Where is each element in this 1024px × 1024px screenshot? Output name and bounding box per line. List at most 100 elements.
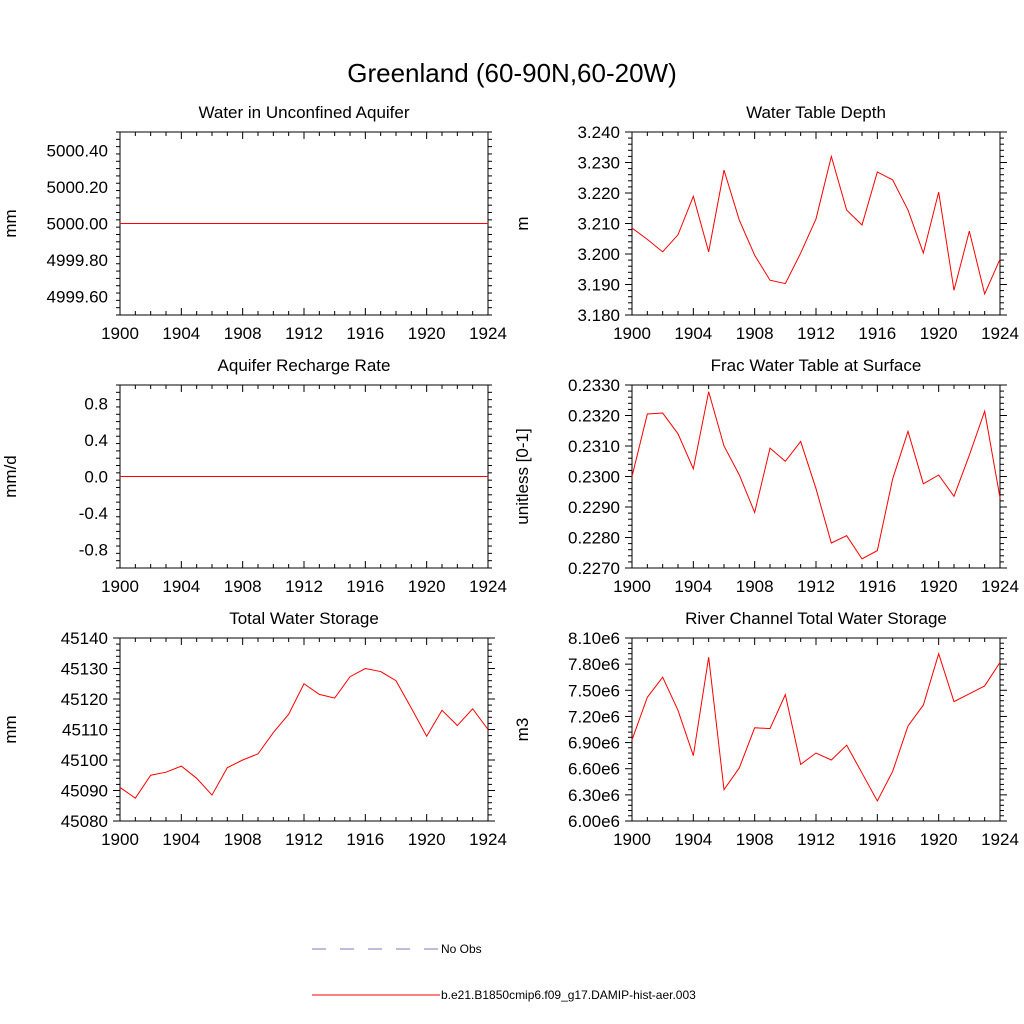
y-tick-label: 5000.00 <box>47 215 108 234</box>
x-tick-label: 1924 <box>469 324 507 343</box>
y-tick-label: 0.8 <box>84 394 108 413</box>
panel-river-channel-total-water-storage: River Channel Total Water Storage m3 1900 1… <box>513 609 1019 849</box>
x-tick-label: 1908 <box>224 830 262 849</box>
y-tick-label: 45130 <box>61 660 108 679</box>
y-axis-label: mm/d <box>1 455 20 498</box>
x-tick-label: 1916 <box>858 324 896 343</box>
x-tick-label: 1916 <box>858 577 896 596</box>
x-tick-label: 1908 <box>736 324 774 343</box>
y-axis-label: m3 <box>513 718 532 742</box>
figure-title: Greenland (60-90N,60-20W) <box>347 58 677 88</box>
x-tick-label: 1920 <box>408 577 446 596</box>
y-tick-label: 8.10e6 <box>568 629 620 648</box>
x-tick-label: 1900 <box>101 830 139 849</box>
x-tick-label: 1916 <box>858 830 896 849</box>
panel-title: Water Table Depth <box>746 103 886 122</box>
x-tick-label: 1904 <box>162 324 200 343</box>
series-line <box>631 651 1001 803</box>
y-tick-label: -0.8 <box>79 541 108 560</box>
y-tick-label: 4999.60 <box>47 288 108 307</box>
y-tick-label: 4999.80 <box>47 251 108 270</box>
y-tick-label: 3.220 <box>577 184 620 203</box>
x-tick-label: 1908 <box>224 577 262 596</box>
x-tick-label: 1900 <box>101 577 139 596</box>
x-tick-label: 1916 <box>346 830 384 849</box>
panel-title: Frac Water Table at Surface <box>711 356 922 375</box>
y-tick-label: 0.2310 <box>568 437 620 456</box>
plot-frame <box>119 637 489 822</box>
y-tick-label: 3.190 <box>577 276 620 295</box>
panel-title: Water in Unconfined Aquifer <box>198 103 409 122</box>
x-tick-label: 1920 <box>408 830 446 849</box>
y-tick-label: 3.230 <box>577 154 620 173</box>
x-tick-label: 1924 <box>469 830 507 849</box>
y-tick-label: 7.80e6 <box>568 655 620 674</box>
x-tick-label: 1904 <box>674 577 712 596</box>
y-tick-label: 0.2290 <box>568 498 620 517</box>
y-tick-label: 3.180 <box>577 306 620 325</box>
y-tick-label: 3.200 <box>577 245 620 264</box>
x-tick-label: 1904 <box>674 324 712 343</box>
y-tick-label: 0.0 <box>84 468 108 487</box>
y-axis-label: mm <box>1 209 20 237</box>
y-tick-label: 5000.20 <box>47 178 108 197</box>
x-tick-label: 1912 <box>285 577 323 596</box>
x-tick-label: 1924 <box>981 830 1019 849</box>
x-tick-label: 1912 <box>797 324 835 343</box>
y-tick-label: 0.2270 <box>568 559 620 578</box>
y-tick-label: 5000.40 <box>47 141 108 160</box>
y-tick-label: 3.210 <box>577 215 620 234</box>
panel-title: River Channel Total Water Storage <box>685 609 947 628</box>
series-line <box>119 667 489 799</box>
panel-total-water-storage: Total Water Storage mm 1900 1904 1908 1912 191… <box>1 609 507 849</box>
y-tick-label: 45120 <box>61 690 108 709</box>
series-line <box>631 154 1001 296</box>
legend-label-no-obs: No Obs <box>441 942 482 956</box>
panel-water-table-depth: Water Table Depth m 1900 1904 1908 1912 1916 19… <box>513 103 1019 343</box>
x-tick-label: 1920 <box>920 830 958 849</box>
panel-aquifer-recharge-rate: Aquifer Recharge Rate mm/d 1900 1904 1908 191… <box>1 356 507 596</box>
y-axis-label: mm <box>1 715 20 743</box>
x-tick-label: 1904 <box>162 577 200 596</box>
y-tick-label: 45080 <box>61 812 108 831</box>
y-tick-label: 3.240 <box>577 123 620 142</box>
y-tick-label: 6.30e6 <box>568 786 620 805</box>
x-tick-label: 1908 <box>224 324 262 343</box>
y-tick-label: 6.60e6 <box>568 760 620 779</box>
panel-frac-water-table-at-surface: Frac Water Table at Surface unitless [0-1… <box>513 356 1019 596</box>
legend-label-model: b.e21.B1850cmip6.f09_g17.DAMIP-hist-aer.… <box>441 988 696 1002</box>
series-line <box>631 391 1001 560</box>
x-tick-label: 1900 <box>613 324 651 343</box>
x-tick-label: 1920 <box>920 577 958 596</box>
plot-frame <box>631 384 1001 569</box>
panels: Water in Unconfined Aquifer mm 1900 1904 190… <box>1 103 1019 849</box>
x-tick-label: 1900 <box>613 830 651 849</box>
x-tick-label: 1908 <box>736 830 774 849</box>
x-tick-label: 1916 <box>346 324 384 343</box>
y-tick-label: 45090 <box>61 782 108 801</box>
y-tick-label: 6.90e6 <box>568 734 620 753</box>
y-tick-label: 7.50e6 <box>568 681 620 700</box>
x-tick-label: 1912 <box>285 830 323 849</box>
x-tick-label: 1900 <box>101 324 139 343</box>
y-tick-label: -0.4 <box>79 504 108 523</box>
x-tick-label: 1904 <box>162 830 200 849</box>
x-tick-label: 1916 <box>346 577 384 596</box>
y-tick-label: 0.2320 <box>568 407 620 426</box>
y-tick-label: 0.2330 <box>568 376 620 395</box>
y-axis-label: unitless [0-1] <box>513 428 532 524</box>
y-tick-label: 0.2280 <box>568 529 620 548</box>
plot-frame <box>631 131 1001 316</box>
plot-frame <box>631 637 1001 822</box>
panel-title: Total Water Storage <box>229 609 379 628</box>
y-tick-label: 6.00e6 <box>568 812 620 831</box>
y-tick-label: 0.4 <box>84 431 108 450</box>
x-tick-label: 1912 <box>285 324 323 343</box>
y-tick-label: 0.2300 <box>568 468 620 487</box>
y-tick-label: 45140 <box>61 629 108 648</box>
x-tick-label: 1912 <box>797 577 835 596</box>
legend: No Obs b.e21.B1850cmip6.f09_g17.DAMIP-hi… <box>312 942 696 1002</box>
x-tick-label: 1908 <box>736 577 774 596</box>
x-tick-label: 1920 <box>408 324 446 343</box>
